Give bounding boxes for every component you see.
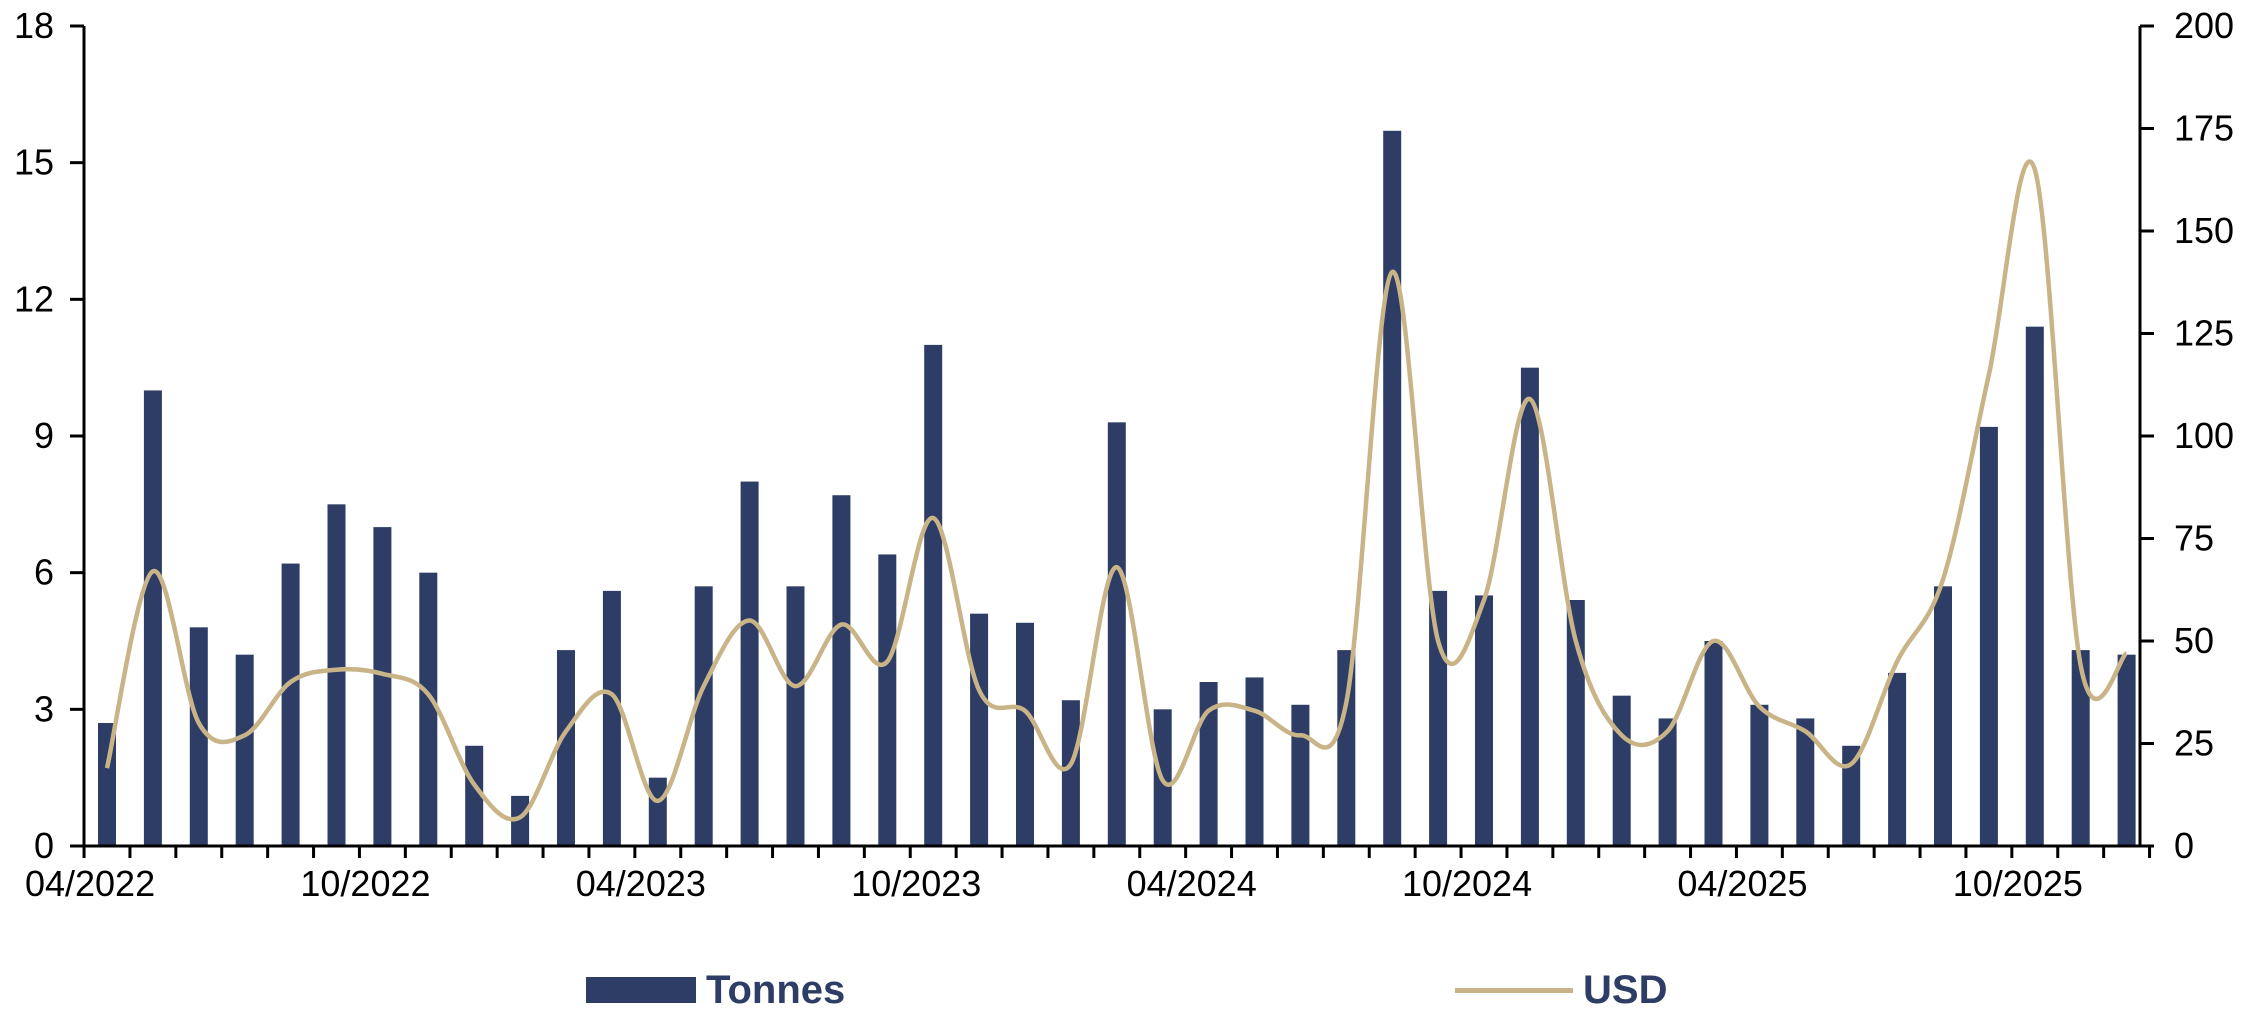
y-right-tick-label-3: 75 — [2174, 518, 2214, 559]
x-tick-label-6: 04/2025 — [1677, 863, 1807, 904]
bar-tonnes-13 — [694, 586, 713, 846]
tonnes-bars — [98, 130, 2136, 847]
bar-tonnes-43 — [2071, 650, 2090, 846]
bar-tonnes-8 — [465, 745, 484, 846]
y-right-tick-label-4: 100 — [2174, 415, 2234, 456]
bar-tonnes-9 — [511, 795, 530, 846]
bar-tonnes-44 — [2117, 654, 2136, 846]
bar-tonnes-14 — [740, 481, 759, 846]
bar-tonnes-3 — [235, 654, 254, 846]
bar-tonnes-34 — [1658, 718, 1677, 846]
usd-line-group — [104, 159, 2129, 822]
x-tick-label-5: 10/2024 — [1402, 863, 1532, 904]
legend-item-usd: USD — [1455, 960, 1667, 1020]
bar-tonnes-36 — [1750, 704, 1769, 846]
x-tick-label-0: 04/2022 — [25, 863, 155, 904]
bar-tonnes-26 — [1291, 704, 1310, 846]
bar-tonnes-11 — [602, 590, 621, 846]
y-left-tick-label-6: 18 — [14, 5, 54, 46]
x-tick-label-1: 10/2022 — [300, 863, 430, 904]
legend: Tonnes USD — [0, 960, 2248, 1020]
bar-tonnes-42 — [2025, 326, 2044, 847]
bar-tonnes-39 — [1888, 672, 1907, 846]
bar-tonnes-15 — [786, 586, 805, 846]
x-tick-label-7: 10/2025 — [1953, 863, 2083, 904]
bar-tonnes-2 — [189, 627, 208, 846]
y-left-tick-label-2: 6 — [34, 552, 54, 593]
y-right-tick-label-6: 150 — [2174, 210, 2234, 251]
bar-tonnes-12 — [648, 777, 667, 846]
bar-tonnes-19 — [970, 613, 989, 846]
bar-tonnes-28 — [1383, 130, 1402, 846]
bar-tonnes-10 — [557, 650, 575, 846]
bar-tonnes-24 — [1199, 682, 1218, 846]
bar-tonnes-21 — [1061, 700, 1080, 846]
y-right-tick-label-1: 25 — [2174, 723, 2214, 764]
bar-tonnes-7 — [419, 572, 438, 846]
axes: 0 3 6 9 12 15 18 0 25 50 75 100 125 150 175 200 04/2022 1… — [14, 5, 2234, 904]
y-right-tick-label-0: 0 — [2174, 825, 2194, 866]
bar-tonnes-18 — [924, 344, 943, 846]
bar-tonnes-6 — [373, 527, 392, 846]
bar-tonnes-41 — [1979, 426, 1998, 846]
bar-tonnes-20 — [1016, 622, 1034, 846]
legend-label-usd: USD — [1583, 967, 1668, 1012]
bar-tonnes-25 — [1245, 677, 1264, 846]
y-left-tick-label-3: 9 — [34, 415, 54, 456]
y-left-tick-label-1: 3 — [34, 688, 54, 729]
bar-tonnes-38 — [1842, 745, 1861, 846]
usd-line — [104, 159, 2129, 822]
x-tick-label-2: 04/2023 — [576, 863, 706, 904]
bar-tonnes-5 — [327, 504, 346, 846]
bar-tonnes-29 — [1429, 590, 1448, 846]
bar-tonnes-16 — [832, 495, 851, 846]
y-left-tick-label-5: 15 — [14, 142, 54, 183]
bar-tonnes-17 — [878, 554, 897, 846]
x-tick-label-3: 10/2023 — [851, 863, 981, 904]
bar-tonnes-37 — [1796, 718, 1815, 846]
bar-tonnes-30 — [1475, 595, 1493, 846]
bar-tonnes-27 — [1337, 650, 1356, 846]
legend-item-tonnes: Tonnes — [586, 960, 845, 1020]
y-right-tick-label-2: 50 — [2174, 620, 2214, 661]
bar-tonnes-31 — [1520, 367, 1539, 846]
x-tick-label-4: 04/2024 — [1127, 863, 1257, 904]
bar-tonnes-22 — [1107, 422, 1126, 846]
legend-swatch-tonnes — [586, 977, 696, 1003]
y-right-tick-label-8: 200 — [2174, 5, 2234, 46]
y-right-tick-label-7: 175 — [2174, 108, 2234, 149]
bar-tonnes-40 — [1934, 586, 1952, 846]
legend-swatch-usd — [1455, 987, 1573, 993]
y-left-tick-label-4: 12 — [14, 278, 54, 319]
y-right-tick-label-5: 125 — [2174, 313, 2234, 354]
bar-tonnes-1 — [143, 390, 162, 846]
bar-tonnes-4 — [281, 563, 300, 846]
bar-tonnes-33 — [1612, 695, 1631, 846]
bar-tonnes-35 — [1704, 641, 1723, 846]
y-left-tick-label-0: 0 — [34, 825, 54, 866]
legend-label-tonnes: Tonnes — [706, 967, 846, 1012]
